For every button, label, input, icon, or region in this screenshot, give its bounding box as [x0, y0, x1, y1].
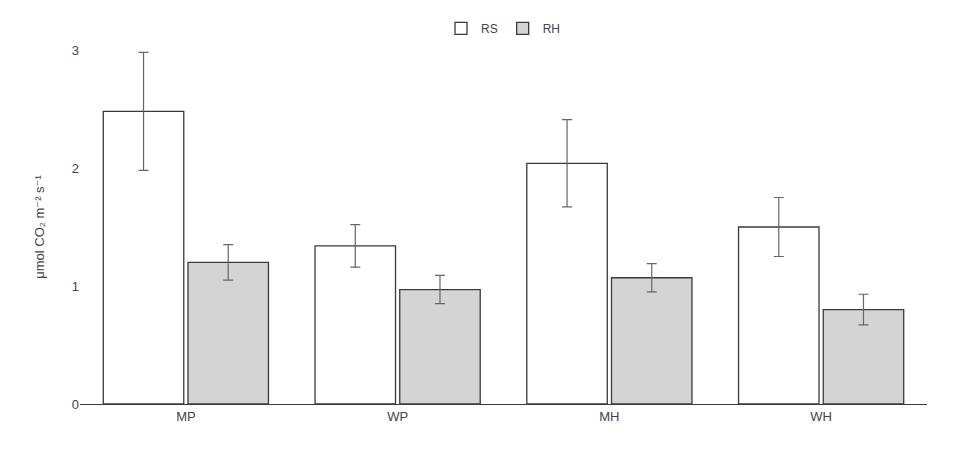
svg-text:0: 0: [72, 397, 79, 412]
svg-text:1: 1: [72, 279, 79, 294]
svg-text:MP: MP: [176, 409, 196, 424]
svg-text:μmol CO₂ m⁻² s⁻¹: μmol CO₂ m⁻² s⁻¹: [32, 175, 47, 279]
svg-text:MH: MH: [599, 409, 619, 424]
svg-text:3: 3: [72, 43, 79, 58]
svg-text:2: 2: [72, 161, 79, 176]
svg-text:WH: WH: [810, 409, 832, 424]
svg-text:RH: RH: [543, 22, 560, 36]
svg-text:RS: RS: [481, 22, 498, 36]
svg-text:WP: WP: [387, 409, 408, 424]
